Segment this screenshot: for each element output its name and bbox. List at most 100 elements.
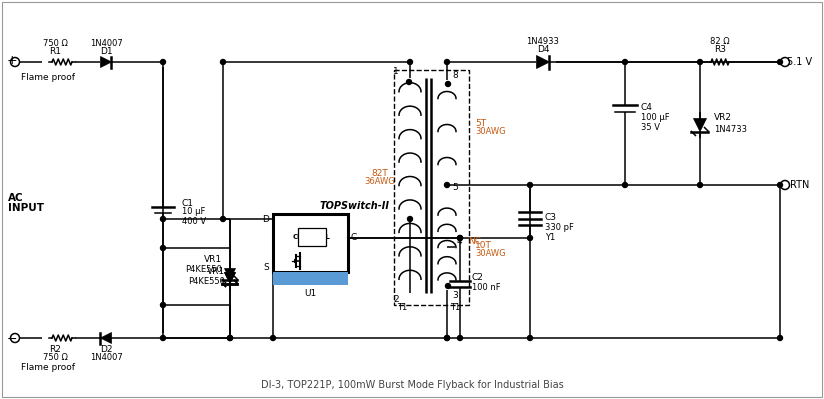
Text: C2: C2 xyxy=(472,273,484,282)
Text: R3: R3 xyxy=(714,45,726,55)
Circle shape xyxy=(527,336,532,340)
Text: 4: 4 xyxy=(456,237,461,245)
Text: C4: C4 xyxy=(641,103,653,111)
Text: 1: 1 xyxy=(393,67,399,77)
Text: 1N4007: 1N4007 xyxy=(90,38,123,47)
Polygon shape xyxy=(224,269,236,280)
Circle shape xyxy=(457,235,462,241)
Text: 330 pF: 330 pF xyxy=(545,223,574,233)
Text: 1N4733: 1N4733 xyxy=(714,124,747,134)
Text: 100 μF: 100 μF xyxy=(641,113,670,122)
Text: RTN: RTN xyxy=(790,180,810,190)
Text: VR1: VR1 xyxy=(207,267,225,275)
Text: +: + xyxy=(7,55,17,67)
Text: VR1: VR1 xyxy=(204,255,222,265)
Circle shape xyxy=(457,235,462,241)
Circle shape xyxy=(444,336,450,340)
Text: 750 Ω: 750 Ω xyxy=(43,38,68,47)
Text: D: D xyxy=(262,215,269,223)
Text: Flame proof: Flame proof xyxy=(21,363,75,373)
FancyBboxPatch shape xyxy=(273,272,348,285)
Text: 30AWG: 30AWG xyxy=(475,128,506,136)
Polygon shape xyxy=(101,332,111,344)
Circle shape xyxy=(622,182,628,188)
Polygon shape xyxy=(694,119,706,132)
Polygon shape xyxy=(224,273,236,284)
Text: 36AWG: 36AWG xyxy=(365,178,396,186)
Circle shape xyxy=(527,235,532,241)
Text: TOP221P: TOP221P xyxy=(287,273,333,282)
Text: 2: 2 xyxy=(393,294,399,304)
Circle shape xyxy=(697,182,703,188)
Text: C1: C1 xyxy=(182,198,194,207)
Circle shape xyxy=(406,79,411,85)
Text: 10 μF: 10 μF xyxy=(182,207,205,217)
Text: DI-3, TOP221P, 100mW Burst Mode Flyback for Industrial Bias: DI-3, TOP221P, 100mW Burst Mode Flyback … xyxy=(260,380,564,390)
Circle shape xyxy=(221,217,226,221)
FancyBboxPatch shape xyxy=(273,214,348,272)
Circle shape xyxy=(227,336,232,340)
Circle shape xyxy=(778,59,783,65)
Text: 5T: 5T xyxy=(475,119,486,128)
Text: AC: AC xyxy=(8,193,24,203)
Text: D1: D1 xyxy=(100,47,112,55)
Text: 30AWG: 30AWG xyxy=(475,249,506,259)
Text: Y1: Y1 xyxy=(545,233,555,241)
Polygon shape xyxy=(536,55,550,69)
Text: C: C xyxy=(351,233,358,243)
Circle shape xyxy=(408,217,413,221)
Text: U1: U1 xyxy=(304,290,316,298)
Circle shape xyxy=(778,182,783,188)
FancyBboxPatch shape xyxy=(298,228,326,246)
Circle shape xyxy=(161,245,166,251)
Text: VR2: VR2 xyxy=(714,113,732,122)
Text: 1N4007: 1N4007 xyxy=(90,354,123,363)
Text: 10T: 10T xyxy=(475,241,492,249)
Text: 5: 5 xyxy=(452,184,458,192)
Circle shape xyxy=(697,59,703,65)
Text: D4: D4 xyxy=(536,45,550,55)
Circle shape xyxy=(446,284,451,288)
Circle shape xyxy=(221,59,226,65)
Circle shape xyxy=(444,182,450,188)
Circle shape xyxy=(527,182,532,188)
Text: Flame proof: Flame proof xyxy=(21,73,75,81)
Circle shape xyxy=(161,336,166,340)
Circle shape xyxy=(161,217,166,221)
Text: R1: R1 xyxy=(49,47,61,55)
Circle shape xyxy=(778,336,783,340)
Text: 5.1 V: 5.1 V xyxy=(788,57,812,67)
Text: P4KE550: P4KE550 xyxy=(188,277,225,286)
Text: T1: T1 xyxy=(450,302,461,312)
Text: −: − xyxy=(7,332,17,346)
Circle shape xyxy=(227,336,232,340)
Polygon shape xyxy=(224,273,236,284)
Text: 3: 3 xyxy=(452,292,458,300)
Text: NC: NC xyxy=(469,237,481,245)
Text: P4KE550: P4KE550 xyxy=(185,265,222,275)
Text: 1N4933: 1N4933 xyxy=(527,38,559,47)
Text: INPUT: INPUT xyxy=(8,203,44,213)
Text: 8: 8 xyxy=(452,71,458,81)
Circle shape xyxy=(161,302,166,308)
Circle shape xyxy=(444,59,450,65)
Circle shape xyxy=(161,59,166,65)
Text: 35 V: 35 V xyxy=(641,122,660,132)
Text: D2: D2 xyxy=(100,346,112,354)
Text: 82T: 82T xyxy=(372,168,388,178)
Circle shape xyxy=(622,59,628,65)
Circle shape xyxy=(446,81,451,87)
Circle shape xyxy=(270,336,275,340)
Text: C3: C3 xyxy=(545,213,557,223)
Text: R2: R2 xyxy=(49,346,61,354)
Text: 82 Ω: 82 Ω xyxy=(710,38,730,47)
Circle shape xyxy=(457,336,462,340)
Text: 100 nF: 100 nF xyxy=(472,282,501,292)
Text: CONTROL: CONTROL xyxy=(293,234,331,240)
Text: 400 V: 400 V xyxy=(182,217,206,225)
Text: 750 Ω: 750 Ω xyxy=(43,354,68,363)
Circle shape xyxy=(408,59,413,65)
Text: TOPSwitch-II: TOPSwitch-II xyxy=(320,201,390,211)
Circle shape xyxy=(444,336,450,340)
Polygon shape xyxy=(101,57,111,67)
